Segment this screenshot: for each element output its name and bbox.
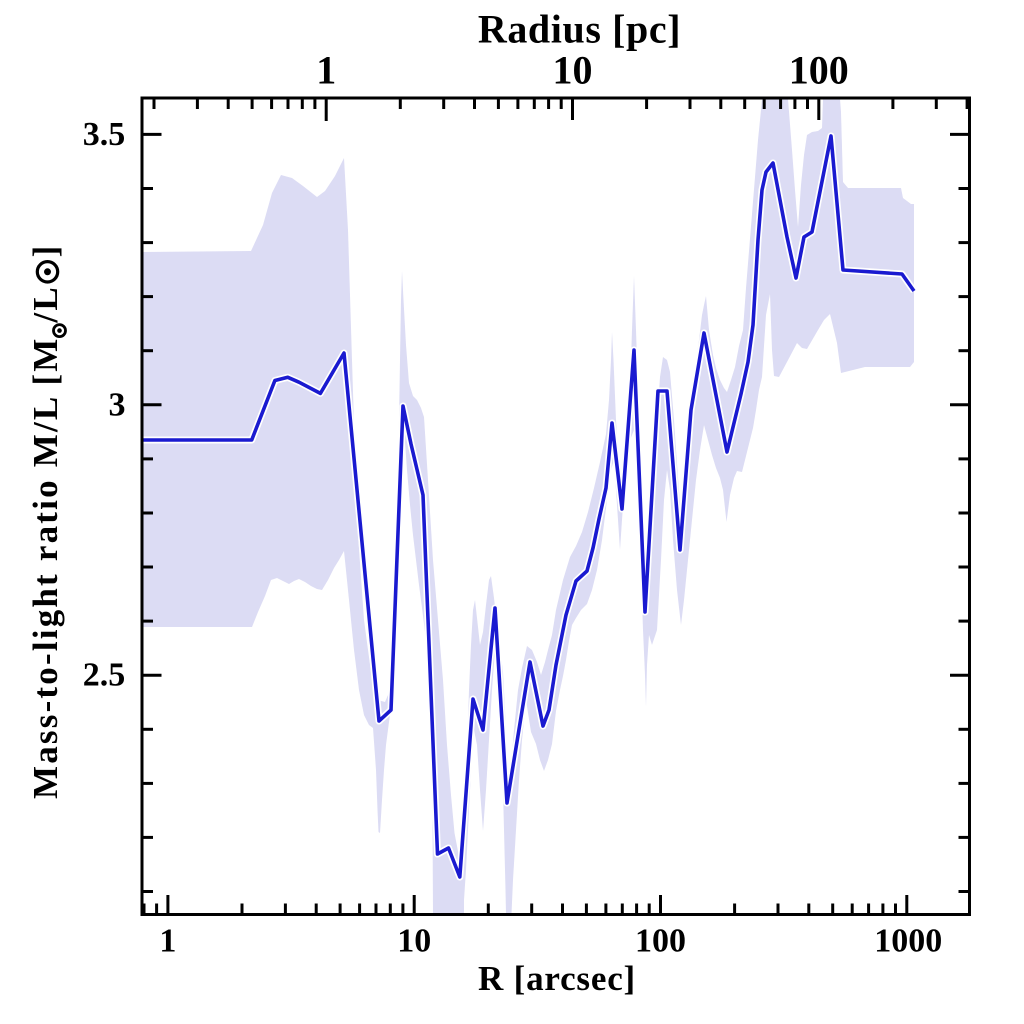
svg-text:/L: /L [26,285,65,323]
svg-text:R [arcsec]: R [arcsec] [478,959,636,998]
svg-text:]: ] [26,246,65,258]
svg-text:1000: 1000 [874,923,942,960]
svg-text:1: 1 [159,923,176,960]
svg-text:Mass-to-light ratio M/L [M: Mass-to-light ratio M/L [M [26,336,65,799]
svg-text:1: 1 [316,48,336,93]
svg-text:100: 100 [635,923,686,960]
svg-text:2.5: 2.5 [83,657,126,694]
svg-text:3: 3 [109,386,126,423]
svg-text:3.5: 3.5 [83,116,126,153]
svg-text:10: 10 [553,48,593,93]
svg-text:Radius [pc]: Radius [pc] [478,7,681,52]
svg-text:10: 10 [397,923,431,960]
svg-text:100: 100 [789,48,849,93]
